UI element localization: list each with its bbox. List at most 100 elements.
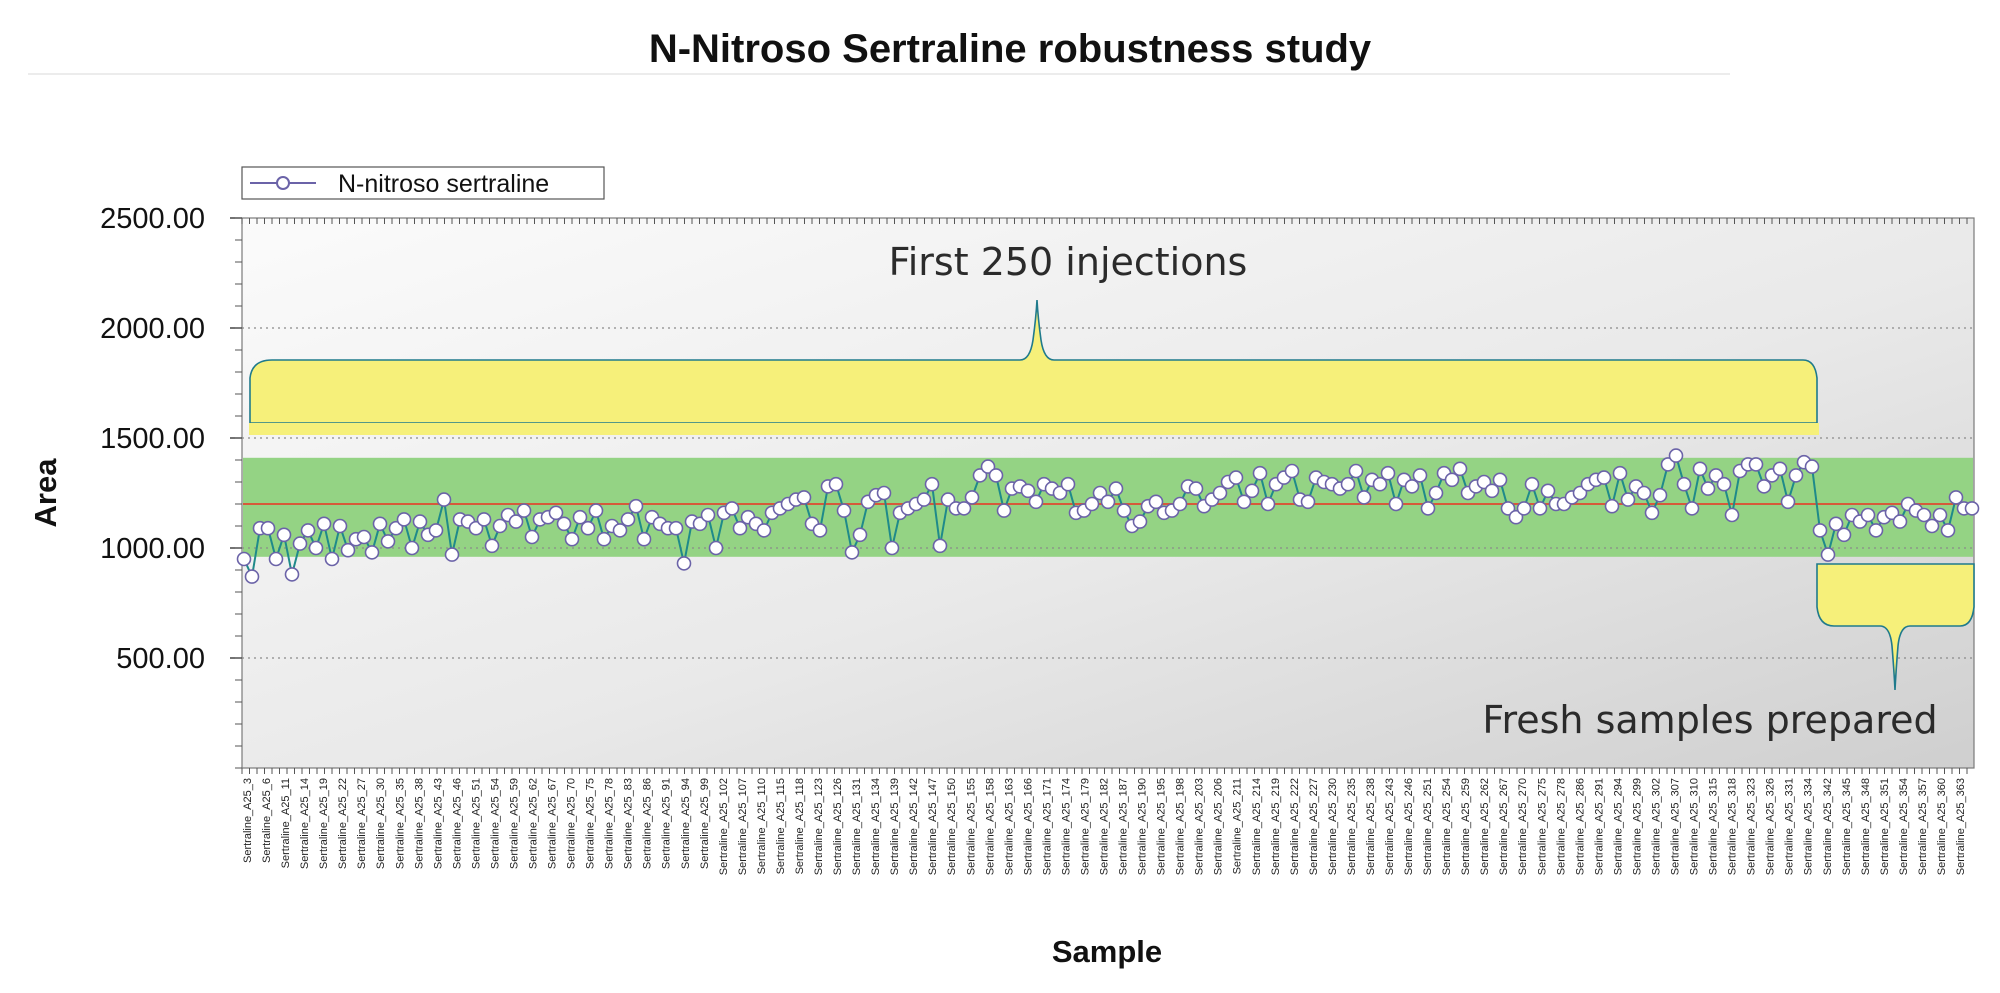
y-tick-label: 500.00	[116, 643, 205, 675]
data-point	[1172, 496, 1188, 512]
data-point	[300, 523, 316, 538]
x-tick-label: Sertraline_A25_354	[1898, 778, 1910, 875]
x-tick-label: Sertraline_A25_102	[718, 778, 730, 875]
data-point	[1060, 476, 1076, 492]
data-point	[524, 529, 540, 545]
x-tick-label: Sertraline_A25_294	[1612, 778, 1624, 875]
x-tick-label: Sertraline_A25_115	[775, 778, 787, 874]
x-tick-label: Sertraline_A25_357	[1917, 778, 1929, 875]
y-tick-label: 1500.00	[100, 423, 205, 455]
x-tick-label: Sertraline_A25_174	[1060, 778, 1072, 875]
data-point	[988, 468, 1004, 483]
x-tick-label: Sertraline_A25_99	[699, 778, 711, 869]
data-point	[372, 516, 388, 532]
annotation-fresh-samples-label: Fresh samples prepared	[1482, 698, 1937, 742]
data-point	[956, 501, 972, 516]
x-tick-label: Sertraline_A25_360	[1936, 778, 1948, 875]
data-point	[932, 538, 948, 554]
data-point	[508, 514, 524, 529]
x-tick-label: Sertraline_A25_62	[528, 778, 540, 869]
data-point	[1868, 523, 1884, 538]
data-point	[1540, 483, 1556, 499]
x-tick-label: Sertraline_A25_211	[1232, 778, 1244, 874]
data-point	[1652, 487, 1668, 503]
x-tick-label: Sertraline_A25_270	[1517, 778, 1529, 875]
data-point	[1700, 481, 1716, 496]
data-point	[1572, 485, 1588, 501]
data-point	[1212, 485, 1228, 501]
data-point	[1188, 481, 1204, 496]
x-tick-label: Sertraline_A25_126	[832, 778, 844, 875]
annotation-brace-first-250	[249, 299, 1818, 424]
data-point	[1236, 494, 1252, 510]
x-tick-label: Sertraline_A25_11	[280, 778, 292, 868]
data-point	[1884, 505, 1900, 521]
data-point	[468, 520, 484, 536]
data-point	[1692, 461, 1708, 477]
data-point	[724, 501, 740, 516]
data-point	[1508, 509, 1524, 525]
data-point	[324, 551, 340, 567]
data-point	[692, 516, 708, 532]
x-tick-label: Sertraline_A25_27	[356, 778, 368, 869]
annotation-brace-fill	[249, 423, 1819, 435]
data-point	[316, 516, 332, 532]
data-point	[1148, 494, 1164, 510]
x-tick-label: Sertraline_A25_179	[1079, 778, 1091, 875]
x-tick-label: Sertraline_A25_222	[1289, 778, 1301, 875]
x-tick-label: Sertraline_A25_238	[1365, 778, 1377, 875]
data-point	[1860, 507, 1876, 523]
data-point	[1020, 483, 1036, 499]
x-tick-label: Sertraline_A25_19	[318, 778, 330, 869]
data-point	[404, 540, 420, 556]
data-point	[1676, 476, 1692, 492]
data-point	[1668, 448, 1684, 463]
data-point	[1388, 496, 1404, 512]
x-tick-label: Sertraline_A25_91	[661, 778, 673, 869]
data-point	[1228, 470, 1244, 485]
data-point	[1716, 476, 1732, 492]
x-tick-label: Sertraline_A25_3	[242, 778, 254, 863]
data-point	[620, 512, 636, 527]
data-point	[1804, 459, 1820, 474]
data-point	[388, 520, 404, 536]
y-tick-label: 1000.00	[100, 533, 205, 565]
annotation-first-250-label: First 250 injections	[889, 240, 1248, 284]
x-tick-label: Sertraline_A25_107	[737, 778, 749, 875]
data-point	[1780, 494, 1796, 510]
data-point	[1516, 501, 1532, 516]
chart-title: N-Nitroso Sertraline robustness study	[649, 27, 1372, 71]
x-tick-label: Sertraline_A25_363	[1955, 778, 1967, 875]
data-point	[1660, 457, 1676, 472]
data-point	[836, 503, 852, 518]
data-points	[236, 448, 1980, 584]
x-tick-label: Sertraline_A25_254	[1441, 778, 1453, 875]
x-tick-label: Sertraline_A25_110	[756, 778, 768, 874]
x-tick-label: Sertraline_A25_227	[1308, 778, 1320, 875]
x-tick-label: Sertraline_A25_230	[1327, 778, 1339, 875]
data-point	[1748, 457, 1764, 472]
data-point	[1644, 505, 1660, 521]
x-tick-label: Sertraline_A25_259	[1460, 778, 1472, 875]
data-point	[1892, 514, 1908, 529]
data-point	[732, 520, 748, 536]
data-point	[1484, 483, 1500, 499]
data-point	[1412, 468, 1428, 483]
data-point	[476, 512, 492, 527]
data-point	[1404, 479, 1420, 494]
x-tick-label: Sertraline_A25_315	[1708, 778, 1720, 875]
data-point	[924, 476, 940, 492]
data-point	[1684, 501, 1700, 516]
data-point	[572, 509, 588, 525]
x-tick-label: Sertraline_A25_43	[432, 778, 444, 869]
data-point	[380, 534, 396, 549]
legend: N-nitroso sertraline	[241, 166, 605, 200]
x-tick-label: Sertraline_A25_243	[1384, 778, 1396, 875]
data-point	[588, 503, 604, 518]
data-point	[1252, 465, 1268, 481]
data-point	[364, 545, 380, 560]
x-tick-label: Sertraline_A25_38	[413, 778, 425, 869]
data-point	[412, 514, 428, 529]
data-point	[1244, 483, 1260, 499]
